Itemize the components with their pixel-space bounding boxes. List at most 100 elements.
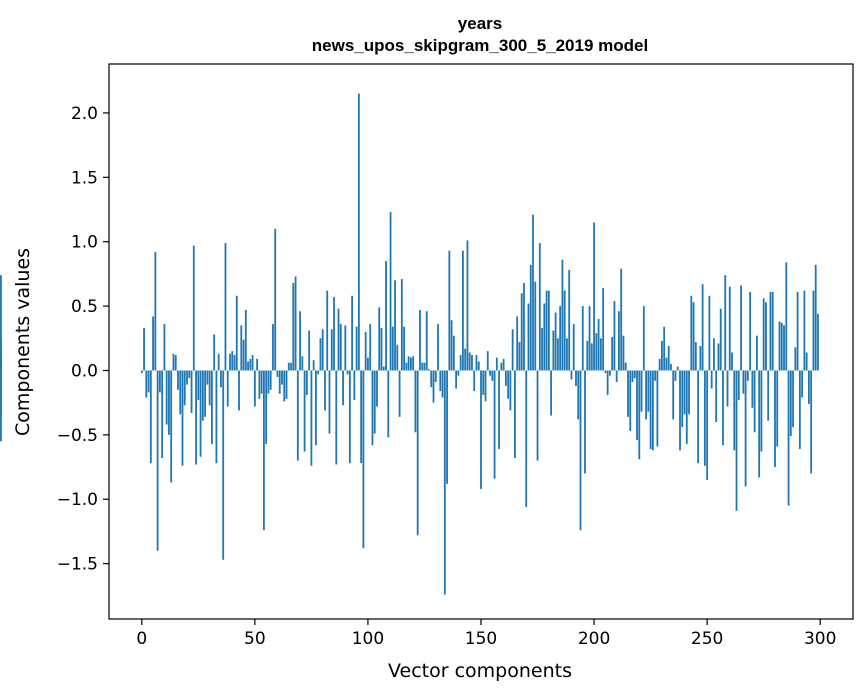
bar <box>746 370 749 381</box>
bar <box>615 370 618 383</box>
bar <box>814 264 817 371</box>
bar <box>584 370 586 474</box>
bar <box>769 291 772 371</box>
bar <box>364 331 367 371</box>
bar <box>563 290 566 371</box>
bar <box>545 290 548 371</box>
bar <box>308 330 311 371</box>
bar <box>523 282 525 371</box>
bar <box>703 370 706 466</box>
bar <box>575 370 577 386</box>
bar <box>326 290 329 371</box>
bar <box>609 370 611 376</box>
bar <box>235 295 238 371</box>
bar <box>477 361 480 371</box>
bar <box>509 370 512 411</box>
bar <box>468 352 471 371</box>
bar <box>398 370 401 417</box>
bar <box>464 348 467 371</box>
bar <box>559 306 562 371</box>
bar <box>215 370 218 464</box>
bar <box>317 370 320 375</box>
bar <box>672 370 675 420</box>
bar <box>172 353 175 371</box>
bar <box>197 370 200 401</box>
x-axis-ticks: 0 50 100 150 200 250 300 <box>136 619 836 649</box>
bar <box>247 361 249 371</box>
bar <box>726 370 729 407</box>
bar <box>305 370 308 395</box>
bar <box>706 370 709 480</box>
bar <box>186 370 188 385</box>
y-axis-ticks: −1.5 −1.0 −0.5 0.0 0.5 1.0 1.5 2.0 <box>57 104 109 575</box>
bar <box>457 370 460 376</box>
bar <box>416 370 419 536</box>
bar <box>360 370 363 464</box>
bar <box>731 352 733 371</box>
plot-frame <box>108 63 854 620</box>
bar <box>710 370 713 389</box>
bar <box>389 212 392 371</box>
bar <box>780 322 783 371</box>
bar <box>412 356 415 371</box>
bar <box>296 370 299 461</box>
bar <box>190 370 193 413</box>
bar <box>538 242 541 371</box>
bar <box>642 306 645 371</box>
bar <box>396 344 399 371</box>
bar <box>484 370 487 402</box>
x-tick-label: 150 <box>465 629 497 649</box>
bar <box>450 320 453 371</box>
bar <box>448 250 451 371</box>
bar <box>181 370 184 466</box>
bar <box>627 370 629 417</box>
bar <box>690 295 693 371</box>
bar-series <box>0 93 819 595</box>
bar <box>489 370 491 376</box>
bar <box>471 355 473 371</box>
bar <box>532 214 534 371</box>
bar <box>222 370 225 560</box>
bar <box>534 281 537 371</box>
bar <box>258 370 261 399</box>
bar <box>620 268 623 371</box>
bar <box>152 316 154 371</box>
bar <box>529 264 532 371</box>
bar <box>812 290 815 371</box>
bar <box>683 370 686 415</box>
bar <box>400 279 403 371</box>
bar <box>283 370 286 402</box>
bar <box>362 370 365 549</box>
bar <box>758 370 761 478</box>
bar <box>638 370 641 460</box>
bar <box>767 370 770 421</box>
bar <box>765 302 767 371</box>
bar <box>572 324 575 371</box>
bar <box>147 370 150 393</box>
bar <box>491 370 494 381</box>
bar <box>299 311 301 371</box>
bar <box>699 346 702 371</box>
bar <box>324 370 326 411</box>
bar <box>604 370 607 374</box>
bar <box>794 347 797 371</box>
bar <box>403 326 406 371</box>
bar <box>149 370 152 464</box>
bar <box>744 370 747 487</box>
bar <box>256 358 259 371</box>
bar <box>385 261 387 371</box>
bar <box>556 338 559 371</box>
bar <box>242 339 245 371</box>
bar <box>774 370 776 468</box>
bar <box>195 370 197 465</box>
bar <box>482 370 485 395</box>
x-tick-label: 0 <box>136 629 147 649</box>
bar <box>701 284 704 371</box>
bar <box>312 360 315 371</box>
bar <box>269 370 272 390</box>
bar <box>378 307 381 371</box>
x-tick-label: 100 <box>352 629 384 649</box>
bar <box>272 324 274 371</box>
bar <box>663 326 666 371</box>
bar <box>755 335 758 371</box>
